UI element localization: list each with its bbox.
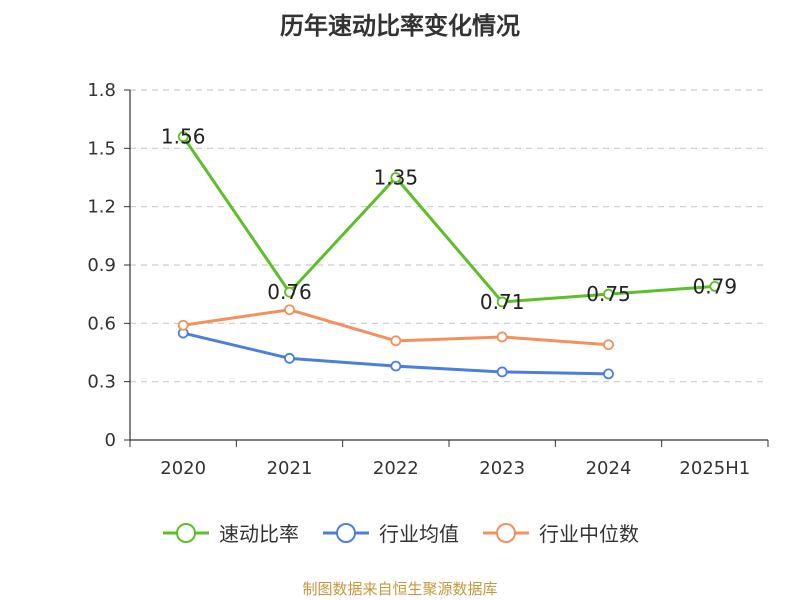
legend-item-industry-median[interactable]: 行业中位数 <box>481 518 639 547</box>
data-label: 0.76 <box>267 280 312 304</box>
data-point <box>496 296 508 308</box>
data-point <box>496 366 508 378</box>
data-point <box>390 360 402 372</box>
data-label: 0.79 <box>693 274 738 298</box>
x-tick-label: 2021 <box>267 458 313 479</box>
data-point <box>177 131 189 143</box>
x-tick-label: 2023 <box>479 458 525 479</box>
x-tick-label: 2022 <box>373 458 419 479</box>
data-label: 1.56 <box>161 125 206 149</box>
y-tick-label: 1.5 <box>87 138 116 159</box>
legend-industry-median-marker-icon <box>483 522 529 543</box>
series-line-0 <box>181 135 715 304</box>
data-point <box>177 319 189 331</box>
data-point <box>390 172 402 183</box>
y-tick-label: 0.6 <box>87 313 116 334</box>
y-tick-label: 0.9 <box>87 255 116 276</box>
y-tick-label: 1.2 <box>87 197 116 218</box>
y-tick-label: 0 <box>105 430 116 451</box>
data-point <box>496 331 508 343</box>
legend-quick-ratio-marker-icon <box>163 522 209 543</box>
data-label: 1.35 <box>374 166 419 190</box>
chart-title: 历年速动比率变化情况 <box>280 12 520 40</box>
data-point <box>603 288 614 300</box>
legend-item-industry-mean[interactable]: 行业均值 <box>321 518 459 547</box>
data-point <box>284 352 295 364</box>
x-tick-label: 2020 <box>160 458 206 479</box>
legend-label-quick-ratio: 速动比率 <box>219 522 299 546</box>
source-note: 制图数据来自恒生聚源数据库 <box>302 580 498 598</box>
legend-industry-mean-marker-icon <box>323 522 369 543</box>
data-point <box>709 280 721 292</box>
legend-label-industry-median: 行业中位数 <box>539 522 639 546</box>
legend-item-quick-ratio[interactable]: 速动比率 <box>161 518 299 547</box>
x-tick-label: 2025H1 <box>679 458 750 479</box>
data-point <box>603 339 614 351</box>
data-label: 0.75 <box>586 282 631 306</box>
legend-label-industry-mean: 行业均值 <box>379 522 459 546</box>
legend: 速动比率 行业均值 行业中位数 <box>0 518 800 547</box>
data-point <box>284 286 295 298</box>
data-point <box>603 368 614 380</box>
x-tick-label: 2024 <box>586 458 632 479</box>
data-label: 0.71 <box>480 290 525 314</box>
y-tick-label: 0.3 <box>87 372 116 393</box>
y-tick-label: 1.8 <box>87 80 116 101</box>
data-point <box>390 335 402 347</box>
data-point <box>284 304 295 316</box>
